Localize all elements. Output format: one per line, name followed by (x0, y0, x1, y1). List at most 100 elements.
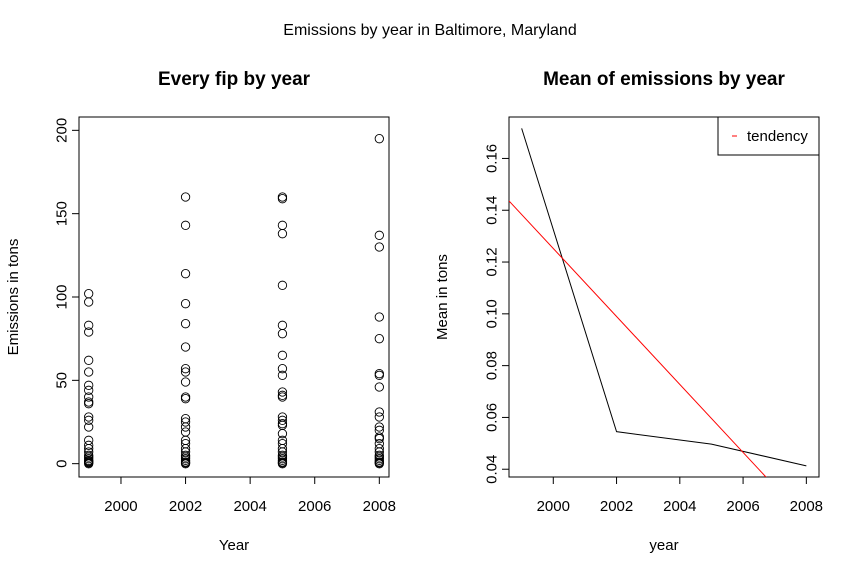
data-point (374, 422, 384, 432)
scatter-plot-box (78, 116, 390, 478)
data-point (84, 412, 94, 422)
data-point (84, 422, 94, 432)
data-point (180, 364, 191, 374)
y-tick-label: 0.16 (484, 144, 501, 173)
data-point (180, 319, 191, 329)
data-point (180, 192, 191, 202)
y-tick-label: 0.08 (484, 351, 501, 380)
x-tick-label: 2008 (790, 498, 823, 515)
line-x-label: year (649, 537, 678, 554)
y-tick-label: 50 (54, 372, 71, 389)
line-y-axis: 0.04 0.06 0.08 0.10 0.12 0.14 0.16 (484, 144, 510, 484)
legend-label-tendency: tendency (747, 128, 808, 145)
data-point (277, 370, 288, 380)
x-tick-label: 2008 (363, 498, 396, 515)
data-point (374, 434, 384, 444)
data-point (180, 427, 191, 437)
y-tick-label: 0.12 (484, 247, 501, 276)
y-tick-label: 0.06 (484, 403, 501, 432)
data-point (180, 220, 191, 230)
data-point (277, 329, 288, 339)
series-line-mean (521, 128, 807, 467)
data-point (180, 342, 191, 352)
x-tick-label: 2006 (726, 498, 759, 515)
data-point (84, 297, 94, 307)
line-title: Mean of emissions by year (543, 69, 785, 90)
y-tick-label: 150 (54, 201, 71, 226)
x-tick-label: 2002 (169, 498, 202, 515)
y-tick-label: 200 (54, 118, 71, 143)
scatter-points (84, 134, 384, 469)
scatter-y-label: Emissions in tons (5, 239, 22, 356)
data-point (374, 242, 384, 252)
data-point (180, 459, 191, 469)
data-point (277, 220, 288, 230)
x-tick-label: 2004 (663, 498, 696, 515)
y-tick-label: 0 (54, 459, 71, 467)
scatter-panel: Every fip by year 2000 2002 2004 2006 2008 0… (5, 69, 396, 554)
y-tick-label: 0.04 (484, 455, 501, 484)
data-point (374, 134, 384, 144)
x-tick-label: 2002 (600, 498, 633, 515)
data-point (277, 280, 288, 290)
data-point (374, 312, 384, 322)
data-point (84, 320, 94, 330)
data-point (180, 417, 191, 427)
data-point (277, 429, 288, 439)
data-point (277, 364, 288, 374)
data-point (180, 422, 191, 432)
data-point (277, 229, 288, 239)
data-point (180, 377, 191, 387)
data-point (84, 289, 94, 299)
x-tick-label: 2004 (233, 498, 266, 515)
data-point (374, 370, 384, 380)
data-point (374, 439, 384, 449)
data-point (84, 435, 94, 445)
x-tick-label: 2000 (104, 498, 137, 515)
data-point (277, 387, 288, 397)
data-point (180, 367, 191, 377)
scatter-x-label: Year (219, 537, 249, 554)
data-point (374, 407, 384, 417)
data-point (84, 367, 94, 377)
line-panel: Mean of emissions by year 2000 2002 2004 20… (434, 69, 823, 554)
line-plot-box (508, 116, 820, 478)
data-point (84, 399, 94, 409)
scatter-title: Every fip by year (158, 69, 311, 90)
data-point (84, 392, 94, 402)
data-point (277, 459, 288, 469)
x-tick-label: 2006 (298, 498, 331, 515)
x-tick-label: 2000 (537, 498, 570, 515)
data-point (374, 412, 384, 422)
line-series-group (509, 128, 807, 477)
data-point (84, 385, 94, 395)
data-point (84, 459, 94, 469)
y-tick-label: 0.10 (484, 299, 501, 328)
scatter-x-axis: 2000 2002 2004 2006 2008 (104, 476, 396, 515)
data-point (277, 194, 288, 204)
scatter-y-axis: 0 50 100 150 200 (54, 118, 80, 468)
data-point (180, 269, 191, 279)
data-point (84, 440, 94, 450)
data-point (84, 415, 94, 425)
line-x-axis: 2000 2002 2004 2006 2008 (537, 476, 823, 515)
data-point (84, 327, 94, 337)
data-point (374, 382, 384, 392)
line-legend: tendency (717, 116, 820, 156)
data-point (277, 350, 288, 360)
data-point (277, 415, 288, 425)
figure-title: Emissions by year in Baltimore, Maryland (283, 22, 576, 39)
data-point (84, 380, 94, 390)
data-point (277, 320, 288, 330)
data-point (180, 394, 191, 404)
data-point (180, 299, 191, 309)
data-point (374, 334, 384, 344)
y-tick-label: 100 (54, 284, 71, 309)
series-line-tendency (509, 200, 767, 477)
y-tick-label: 0.14 (484, 196, 501, 225)
data-point (374, 230, 384, 240)
line-y-label: Mean in tons (434, 254, 451, 340)
data-point (277, 392, 288, 402)
